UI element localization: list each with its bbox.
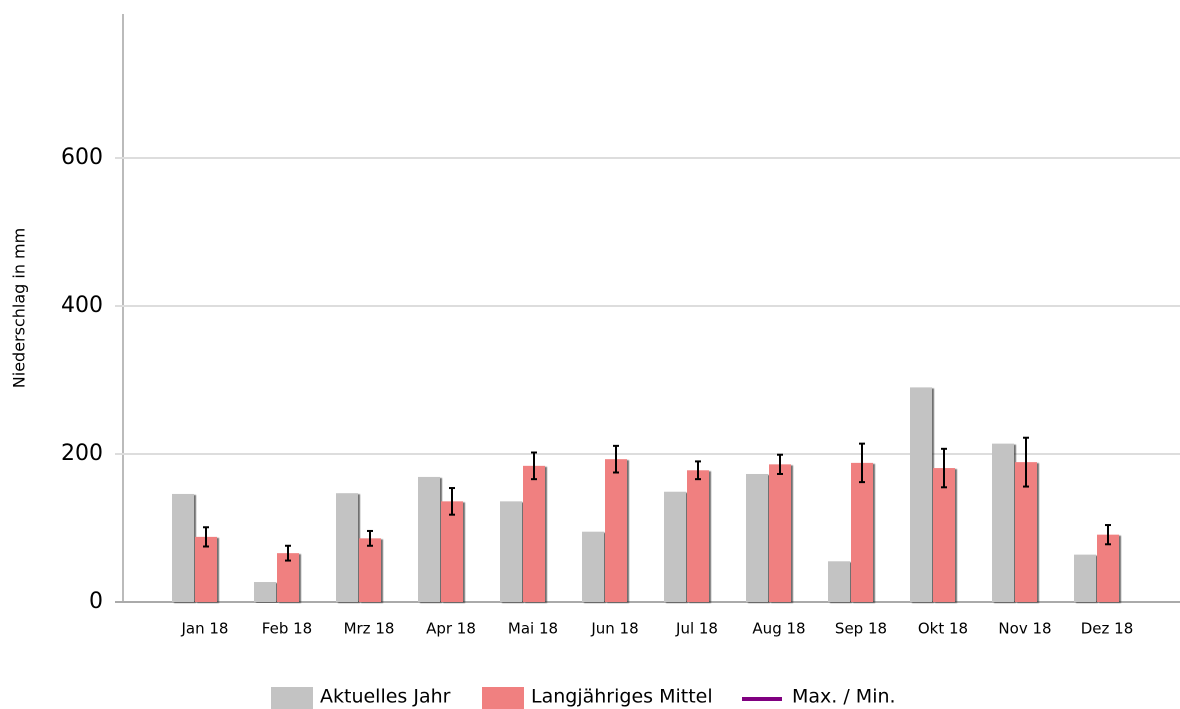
- legend-label: Max. / Min.: [792, 686, 896, 708]
- error-bar: [1023, 436, 1029, 488]
- y-tick-label: 600: [61, 145, 103, 170]
- bar: [664, 491, 686, 602]
- bar: [1074, 554, 1096, 602]
- x-tick-label: Apr 18: [426, 620, 476, 638]
- error-bar: [777, 453, 783, 475]
- x-tick-label: Jul 18: [675, 620, 718, 638]
- x-tick-label: Nov 18: [998, 620, 1051, 638]
- bar: [277, 553, 299, 602]
- bar: [1015, 462, 1037, 602]
- x-tick-label: Sep 18: [835, 620, 887, 638]
- bar: [1097, 534, 1119, 602]
- bar: [523, 465, 545, 602]
- y-axis-label: Niederschlag in mm: [10, 228, 29, 388]
- bar: [605, 459, 627, 602]
- error-bar: [613, 444, 619, 474]
- y-tick-label: 0: [89, 589, 103, 614]
- x-tick-label: Dez 18: [1081, 620, 1134, 638]
- error-bar: [449, 487, 455, 516]
- error-bar: [203, 526, 209, 548]
- error-bar: [285, 544, 291, 562]
- legend-label: Aktuelles Jahr: [320, 686, 451, 708]
- bar: [910, 387, 932, 602]
- x-tick-label: Feb 18: [262, 620, 312, 638]
- error-bar: [1105, 524, 1111, 546]
- bar: [336, 493, 358, 602]
- error-bar: [859, 442, 865, 484]
- error-bar: [367, 529, 373, 547]
- bar: [359, 538, 381, 602]
- legend-label: Langjähriges Mittel: [531, 686, 713, 708]
- legend-swatch: [482, 687, 524, 709]
- x-tick-label: Jun 18: [590, 620, 638, 638]
- bar: [933, 468, 955, 602]
- x-tick-label: Aug 18: [752, 620, 805, 638]
- bar: [441, 501, 463, 602]
- bar: [500, 501, 522, 602]
- x-tick-label: Jan 18: [181, 620, 229, 638]
- bar: [254, 582, 276, 602]
- bar: [582, 531, 604, 602]
- bar: [172, 493, 194, 602]
- x-tick-label: Mai 18: [508, 620, 558, 638]
- bar: [746, 473, 768, 602]
- bar: [769, 464, 791, 602]
- bar: [851, 462, 873, 602]
- x-tick-label: Mrz 18: [344, 620, 395, 638]
- bar: [195, 536, 217, 602]
- error-bar: [695, 460, 701, 481]
- legend-swatch: [271, 687, 313, 709]
- bar: [418, 476, 440, 602]
- error-bar: [531, 451, 537, 481]
- y-tick-label: 200: [61, 441, 103, 466]
- y-tick-label: 400: [61, 293, 103, 318]
- bar: [992, 443, 1014, 602]
- error-bar: [941, 447, 947, 489]
- bar: [687, 470, 709, 602]
- bar: [828, 561, 850, 602]
- x-tick-label: Okt 18: [918, 620, 968, 638]
